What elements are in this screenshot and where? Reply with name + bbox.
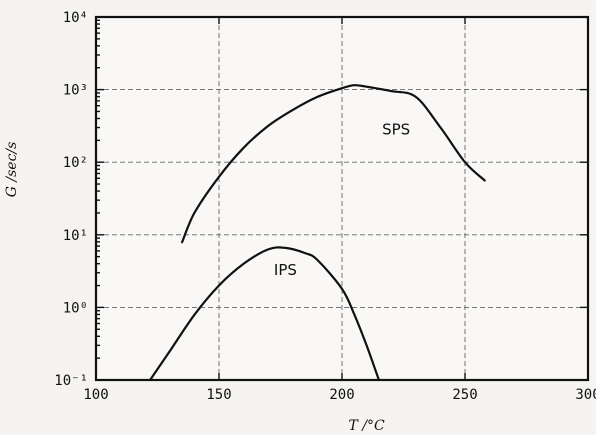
series-line-sps	[181, 84, 486, 244]
y-tick-label: 10⁴	[63, 10, 88, 26]
y-tick-label: 10¹	[63, 228, 88, 244]
tick-layer	[95, 16, 589, 381]
x-tick-label: 100	[83, 387, 108, 403]
x-tick-label: 150	[206, 387, 231, 403]
label-layer: 100 150 200 250 300 10⁻¹ 10⁰ 10¹ 10² 10³ 10⁴ T /°C G…	[4, 10, 596, 434]
y-axis-label: G /sec/s	[4, 142, 20, 198]
x-axis-label: T /°C	[348, 418, 385, 434]
y-tick-label: 10³	[63, 83, 88, 99]
curve-label-ips: IPS	[274, 261, 297, 279]
curve-layer	[149, 84, 486, 382]
x-tick-label: 300	[575, 387, 596, 403]
x-tick-label: 200	[329, 387, 354, 403]
grid-layer	[96, 17, 588, 380]
y-tick-label: 10⁰	[63, 300, 88, 316]
y-tick-label: 10²	[63, 155, 88, 171]
series-line-ips	[149, 246, 380, 382]
x-tick-label: 250	[452, 387, 477, 403]
curve-label-sps: SPS	[382, 121, 410, 139]
y-tick-label: 10⁻¹	[54, 373, 88, 389]
